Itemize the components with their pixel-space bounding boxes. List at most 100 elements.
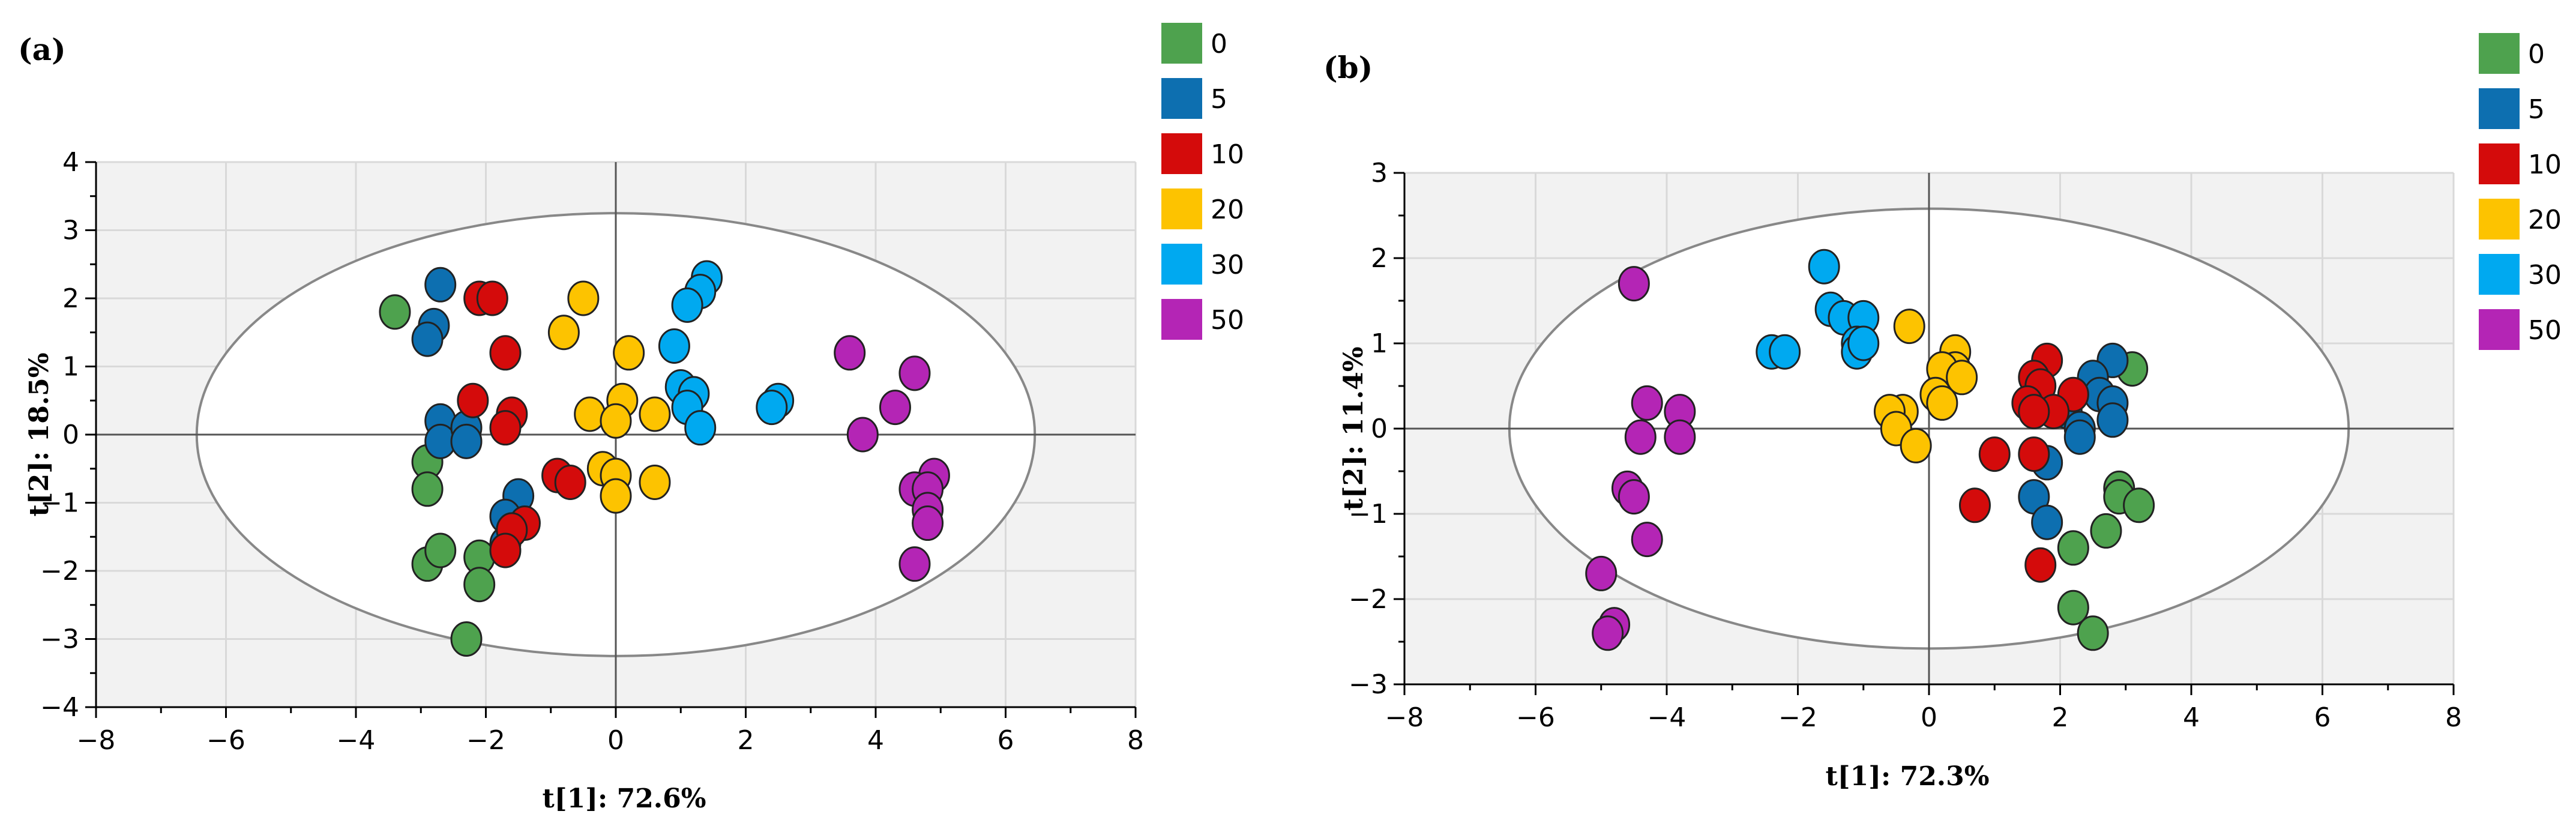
data-point-group-50 [898,546,931,582]
data-point-group-30 [1808,249,1840,285]
x-tick-label: −2 [466,725,505,756]
data-point-group-0 [411,471,444,507]
data-point-group-20 [639,464,671,500]
legend-label-20: 20 [2528,205,2562,235]
y-tick-label: −3 [1349,669,1388,700]
panel-label: (b) [1323,50,1373,85]
legend-label-50: 50 [2528,315,2562,346]
data-point-group-0 [2057,530,2089,566]
data-point-group-0 [2090,513,2122,549]
y-axis-title: t[2]: 11.4% [1338,346,1369,510]
data-point-group-20 [613,335,645,371]
x-axis-title: t[1]: 72.6% [542,783,706,814]
x-tick-label: 4 [867,725,884,756]
data-point-group-50 [1631,522,1663,558]
data-point-group-20 [1946,360,1978,396]
legend-label-30: 30 [1211,250,1244,280]
x-tick-label: −8 [77,725,116,756]
data-point-group-0 [2123,487,2155,523]
data-point-group-0 [450,621,483,657]
data-point-group-10 [1958,487,1991,523]
x-tick-label: 6 [998,725,1014,756]
data-point-group-0 [424,532,457,568]
legend-swatch-10 [1161,133,1202,174]
y-tick-label: 3 [1371,158,1388,188]
data-point-group-5 [2063,419,2096,455]
legend-label-5: 5 [1211,84,1227,115]
panel-label: (a) [18,32,66,67]
data-point-group-0 [379,294,411,330]
data-point-group-30 [658,328,690,364]
x-tick-label: 8 [2445,702,2462,733]
data-point-group-50 [898,355,931,391]
data-point-group-10 [489,335,522,371]
legend-swatch-10 [2479,143,2520,184]
data-point-group-30 [1847,325,1880,361]
y-tick-label: −2 [1349,584,1388,615]
data-point-group-5 [450,423,483,459]
y-tick-label: −1 [1349,499,1388,529]
data-point-group-50 [1618,479,1650,515]
y-tick-label: 3 [62,216,79,246]
legend-label-50: 50 [1211,305,1244,336]
data-point-group-20 [600,478,632,514]
x-tick-label: −4 [1648,702,1687,733]
legend-swatch-20 [2479,199,2520,240]
data-point-group-50 [1585,555,1618,591]
y-tick-label: 0 [1371,414,1388,444]
legend-label-10: 10 [1211,139,1244,170]
x-tick-label: 6 [2314,702,2331,733]
data-point-group-20 [1900,427,1932,463]
x-tick-label: 2 [738,725,754,756]
legend-swatch-30 [1161,244,1202,285]
x-tick-label: 8 [1127,725,1144,756]
x-tick-label: 2 [2052,702,2069,733]
panel-b: −8 −6 −4 −2 0 2 4 6 8 −3 −2 −1 0 1 2 3 t[1]: 72.3% t[2]: … [1323,33,2562,792]
legend-swatch-5 [2479,88,2520,129]
data-point-group-50 [1618,266,1650,302]
y-tick-label: 4 [62,147,79,178]
x-tick-label: −6 [206,725,245,756]
y-tick-label: 1 [62,352,79,382]
y-tick-label: −2 [40,556,79,586]
data-point-group-0 [2057,589,2089,626]
data-point-group-30 [671,287,703,323]
data-point-group-50 [912,505,944,541]
data-point-group-0 [463,567,496,603]
legend-swatch-0 [1161,23,1202,64]
legend-label-30: 30 [2528,260,2562,291]
data-point-group-50 [1631,385,1663,421]
data-point-group-20 [567,280,600,316]
legend-swatch-20 [1161,188,1202,229]
x-axis-title: t[1]: 72.3% [1825,761,1989,792]
data-point-group-5 [424,267,457,303]
data-point-group-30 [756,390,788,426]
y-tick-label: 1 [1371,328,1388,359]
data-point-group-20 [1926,385,1958,421]
y-tick-label: −3 [40,624,79,655]
data-point-group-10 [2018,394,2050,430]
data-point-group-50 [846,417,879,453]
data-point-group-10 [489,532,522,568]
x-tick-label: −4 [337,725,376,756]
legend-swatch-0 [2479,33,2520,74]
data-point-group-50 [1664,419,1696,455]
y-tick-label: −1 [40,488,79,519]
y-tick-label: 0 [62,420,79,450]
data-point-group-30 [684,410,717,446]
data-point-group-10 [1978,436,2011,472]
legend-label-0: 0 [1211,29,1227,59]
y-tick-label: −4 [40,692,79,723]
x-tick-label: 0 [1921,702,1937,733]
y-tick-label: 2 [62,283,79,314]
data-point-group-5 [2096,402,2129,438]
data-point-group-50 [834,335,866,371]
data-point-group-50 [879,390,911,426]
x-tick-label: 4 [2183,702,2200,733]
legend-label-20: 20 [1211,194,1244,225]
data-point-group-20 [547,315,580,351]
legend-swatch-50 [1161,299,1202,340]
data-point-group-10 [2024,547,2057,583]
x-tick-label: −6 [1516,702,1555,733]
